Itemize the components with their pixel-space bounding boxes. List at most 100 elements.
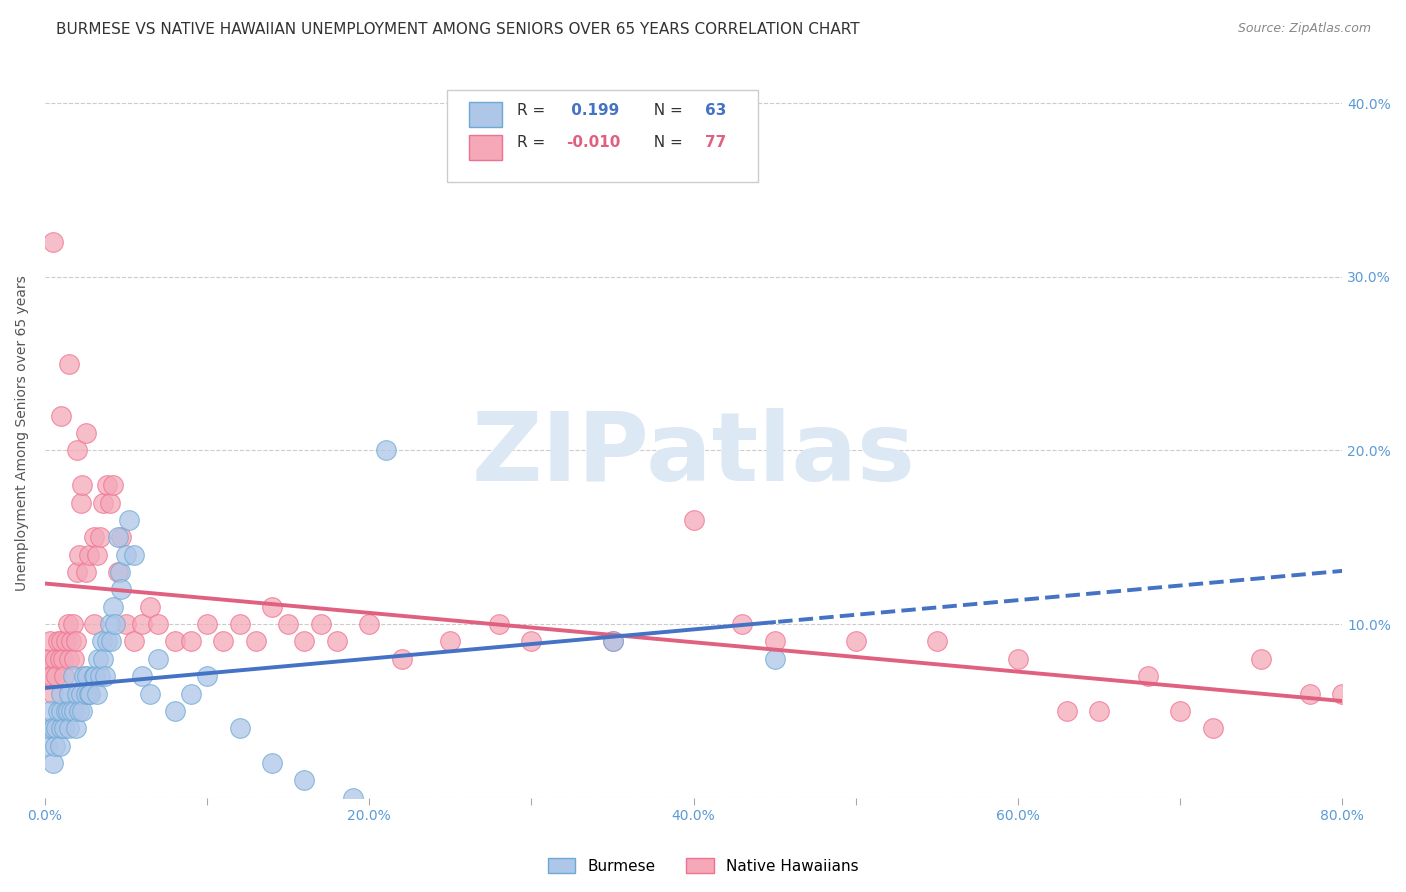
Point: [65, 634, 87, 648]
Point: [101, 599, 124, 614]
Point: [294, 634, 316, 648]
Point: [1250, 652, 1272, 666]
Point: [96, 634, 118, 648]
Point: [180, 634, 202, 648]
Point: [89, 669, 111, 683]
Point: [52, 652, 75, 666]
Point: [84, 669, 107, 683]
Point: [59, 704, 82, 718]
Point: [35, 669, 58, 683]
Point: [42, 756, 65, 770]
Point: [1331, 686, 1354, 700]
Point: [72, 478, 94, 492]
Point: [66, 686, 89, 700]
Point: [59, 634, 82, 648]
Point: [107, 530, 129, 544]
Point: [342, 790, 364, 805]
Point: [763, 634, 786, 648]
Point: [69, 686, 91, 700]
Point: [83, 669, 105, 683]
Point: [76, 669, 98, 683]
Point: [53, 721, 76, 735]
Point: [72, 704, 94, 718]
Point: [163, 704, 186, 718]
Point: [277, 617, 299, 632]
Point: [488, 617, 510, 632]
Point: [62, 617, 84, 632]
Point: [374, 443, 396, 458]
Point: [90, 634, 112, 648]
Point: [1056, 704, 1078, 718]
Point: [110, 530, 132, 544]
Point: [731, 617, 754, 632]
Point: [65, 721, 87, 735]
Point: [93, 495, 115, 509]
Point: [48, 739, 70, 753]
Point: [63, 704, 86, 718]
Point: [86, 686, 108, 700]
Text: ZIPatlas: ZIPatlas: [471, 409, 915, 501]
Point: [86, 548, 108, 562]
Point: [195, 617, 218, 632]
Point: [83, 530, 105, 544]
Point: [77, 548, 100, 562]
Point: [260, 599, 283, 614]
Point: [602, 634, 624, 648]
Point: [326, 634, 349, 648]
Point: [56, 617, 79, 632]
Point: [1007, 652, 1029, 666]
Point: [845, 634, 868, 648]
Point: [1168, 704, 1191, 718]
Point: [34, 652, 56, 666]
Point: [58, 652, 80, 666]
Point: [44, 739, 66, 753]
Point: [83, 617, 105, 632]
Text: N =: N =: [644, 103, 688, 118]
Point: [108, 565, 131, 579]
Point: [1299, 686, 1322, 700]
FancyBboxPatch shape: [470, 102, 502, 127]
Point: [101, 478, 124, 492]
Text: N =: N =: [644, 136, 688, 151]
FancyBboxPatch shape: [447, 90, 758, 182]
Point: [37, 721, 59, 735]
Point: [38, 634, 60, 648]
Point: [34, 721, 56, 735]
Point: [93, 652, 115, 666]
Point: [63, 652, 86, 666]
Point: [118, 513, 141, 527]
Point: [228, 721, 250, 735]
Point: [58, 357, 80, 371]
Point: [131, 669, 153, 683]
Point: [104, 617, 127, 632]
Point: [56, 704, 79, 718]
Point: [42, 686, 65, 700]
Point: [148, 617, 170, 632]
Point: [602, 634, 624, 648]
Point: [359, 617, 381, 632]
Point: [391, 652, 413, 666]
Y-axis label: Unemployment Among Seniors over 65 years: Unemployment Among Seniors over 65 years: [15, 276, 30, 591]
Text: R =: R =: [517, 136, 550, 151]
Text: Source: ZipAtlas.com: Source: ZipAtlas.com: [1237, 22, 1371, 36]
Point: [309, 617, 332, 632]
Point: [87, 652, 110, 666]
Text: 63: 63: [706, 103, 727, 118]
Point: [1136, 669, 1159, 683]
Point: [46, 634, 69, 648]
Point: [520, 634, 543, 648]
Text: BURMESE VS NATIVE HAWAIIAN UNEMPLOYMENT AMONG SENIORS OVER 65 YEARS CORRELATION : BURMESE VS NATIVE HAWAIIAN UNEMPLOYMENT …: [56, 22, 860, 37]
Point: [45, 721, 67, 735]
Point: [77, 686, 100, 700]
Point: [195, 669, 218, 683]
Point: [180, 686, 202, 700]
Point: [89, 530, 111, 544]
Point: [67, 704, 90, 718]
Point: [46, 704, 69, 718]
Point: [228, 617, 250, 632]
Point: [925, 634, 948, 648]
Text: 77: 77: [706, 136, 727, 151]
Point: [48, 652, 70, 666]
FancyBboxPatch shape: [470, 135, 502, 160]
Text: -0.010: -0.010: [567, 136, 621, 151]
